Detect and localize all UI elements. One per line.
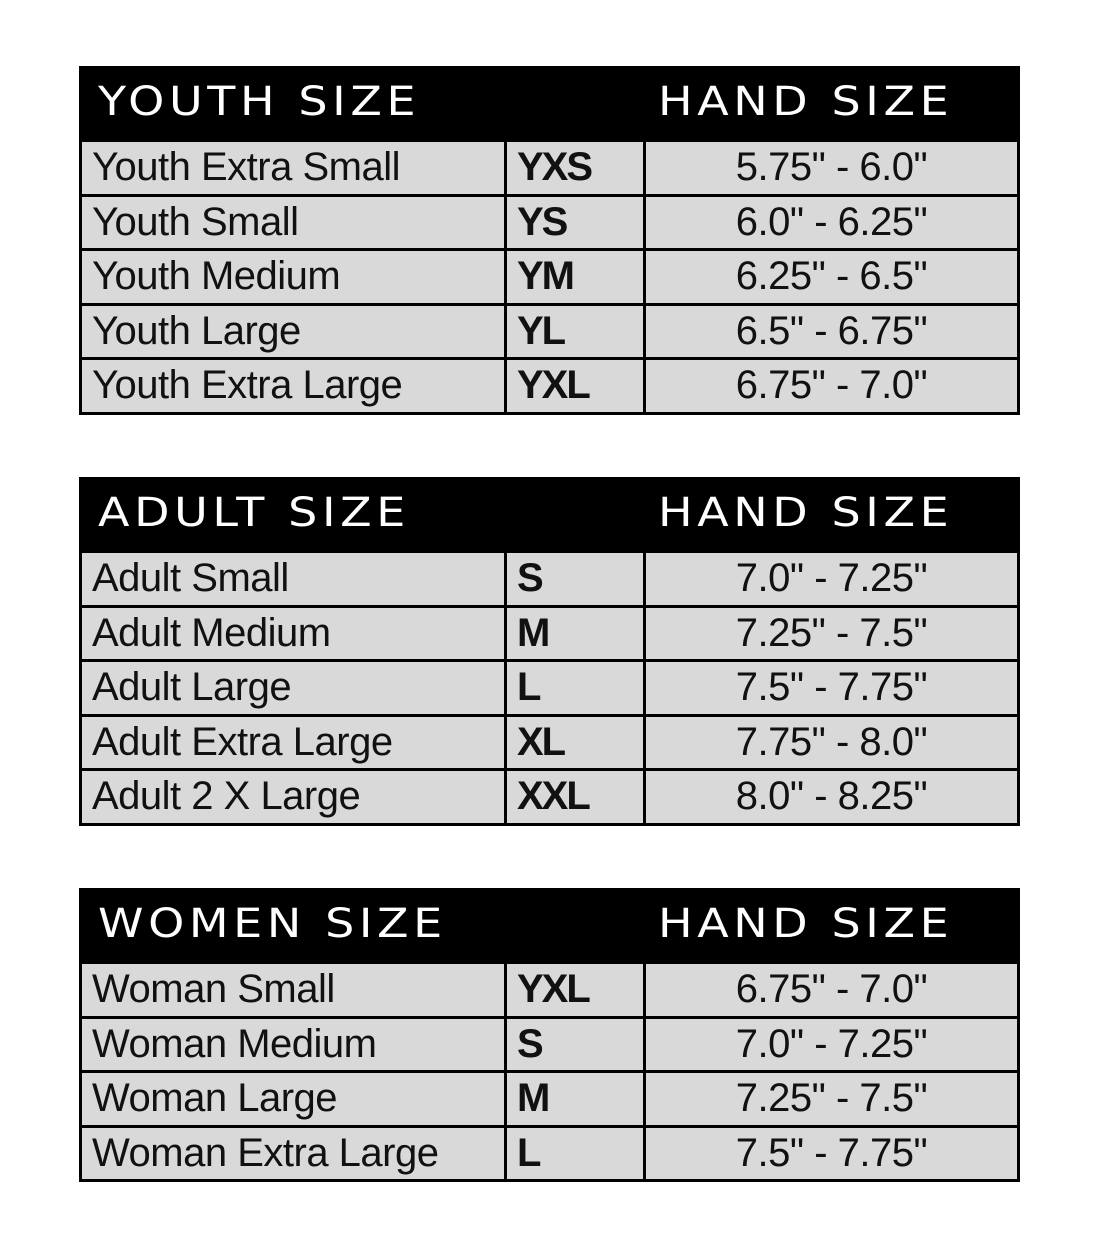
hand-size-range: 7.25" - 7.5" (646, 607, 1017, 659)
size-code: M (507, 607, 643, 659)
size-name: Woman Extra Large (82, 1127, 504, 1179)
size-name: Youth Medium (82, 251, 504, 303)
table-row: Woman Small YXL 6.75" - 7.0" (82, 961, 1017, 1016)
hand-size-range: 6.75" - 7.0" (646, 964, 1017, 1016)
hand-size-range: 7.0" - 7.25" (646, 553, 1017, 605)
table-row: Youth Small YS 6.0" - 6.25" (82, 193, 1017, 248)
size-code: YM (507, 251, 643, 303)
table-header: WOMEN SIZE HAND SIZE (82, 891, 1017, 961)
table-row: Adult Extra Large XL 7.75" - 8.0" (82, 713, 1017, 768)
size-name: Adult Large (82, 662, 504, 714)
table-title: WOMEN SIZE (98, 901, 447, 947)
hand-size-range: 6.25" - 6.5" (646, 251, 1017, 303)
table-row: Youth Medium YM 6.25" - 6.5" (82, 248, 1017, 303)
size-name: Adult 2 X Large (82, 771, 504, 823)
size-code: YS (507, 196, 643, 248)
size-name: Youth Small (82, 196, 504, 248)
hand-size-range: 6.75" - 7.0" (646, 360, 1017, 412)
hand-size-range: 6.0" - 6.25" (646, 196, 1017, 248)
table-row: Youth Extra Small YXS 5.75" - 6.0" (82, 139, 1017, 194)
size-code: YL (507, 305, 643, 357)
hand-size-range: 8.0" - 8.25" (646, 771, 1017, 823)
size-code: YXL (507, 964, 643, 1016)
size-code: YXS (507, 142, 643, 194)
size-table-adult: ADULT SIZE HAND SIZE Adult Small S 7.0" … (79, 477, 1020, 826)
hand-size-header: HAND SIZE (658, 490, 954, 536)
table-row: Adult Large L 7.5" - 7.75" (82, 659, 1017, 714)
table-row: Adult Medium M 7.25" - 7.5" (82, 604, 1017, 659)
size-code: S (507, 1018, 643, 1070)
size-name: Woman Medium (82, 1018, 504, 1070)
table-header: ADULT SIZE HAND SIZE (82, 480, 1017, 550)
size-name: Woman Small (82, 964, 504, 1016)
size-code: M (507, 1073, 643, 1125)
hand-size-range: 7.5" - 7.75" (646, 1127, 1017, 1179)
hand-size-range: 7.25" - 7.5" (646, 1073, 1017, 1125)
table-row: Youth Extra Large YXL 6.75" - 7.0" (82, 357, 1017, 412)
size-code: XXL (507, 771, 643, 823)
size-code: XL (507, 716, 643, 768)
size-name: Woman Large (82, 1073, 504, 1125)
table-title: YOUTH SIZE (98, 79, 421, 125)
hand-size-header: HAND SIZE (658, 901, 954, 947)
size-name: Youth Extra Large (82, 360, 504, 412)
table-row: Woman Medium S 7.0" - 7.25" (82, 1015, 1017, 1070)
size-code: S (507, 553, 643, 605)
table-row: Adult 2 X Large XXL 8.0" - 8.25" (82, 768, 1017, 823)
size-name: Youth Extra Small (82, 142, 504, 194)
size-name: Adult Small (82, 553, 504, 605)
table-row: Woman Large M 7.25" - 7.5" (82, 1070, 1017, 1125)
size-code: L (507, 1127, 643, 1179)
hand-size-header: HAND SIZE (658, 79, 954, 125)
table-row: Adult Small S 7.0" - 7.25" (82, 550, 1017, 605)
hand-size-range: 7.0" - 7.25" (646, 1018, 1017, 1070)
hand-size-range: 5.75" - 6.0" (646, 142, 1017, 194)
size-code: L (507, 662, 643, 714)
size-name: Adult Extra Large (82, 716, 504, 768)
table-header: YOUTH SIZE HAND SIZE (82, 69, 1017, 139)
size-code: YXL (507, 360, 643, 412)
table-row: Youth Large YL 6.5" - 6.75" (82, 302, 1017, 357)
hand-size-range: 6.5" - 6.75" (646, 305, 1017, 357)
hand-size-range: 7.75" - 8.0" (646, 716, 1017, 768)
table-row: Woman Extra Large L 7.5" - 7.75" (82, 1124, 1017, 1179)
size-name: Youth Large (82, 305, 504, 357)
table-title: ADULT SIZE (98, 490, 410, 536)
size-table-youth: YOUTH SIZE HAND SIZE Youth Extra Small Y… (79, 66, 1020, 415)
hand-size-range: 7.5" - 7.75" (646, 662, 1017, 714)
size-table-women: WOMEN SIZE HAND SIZE Woman Small YXL 6.7… (79, 888, 1020, 1182)
size-name: Adult Medium (82, 607, 504, 659)
